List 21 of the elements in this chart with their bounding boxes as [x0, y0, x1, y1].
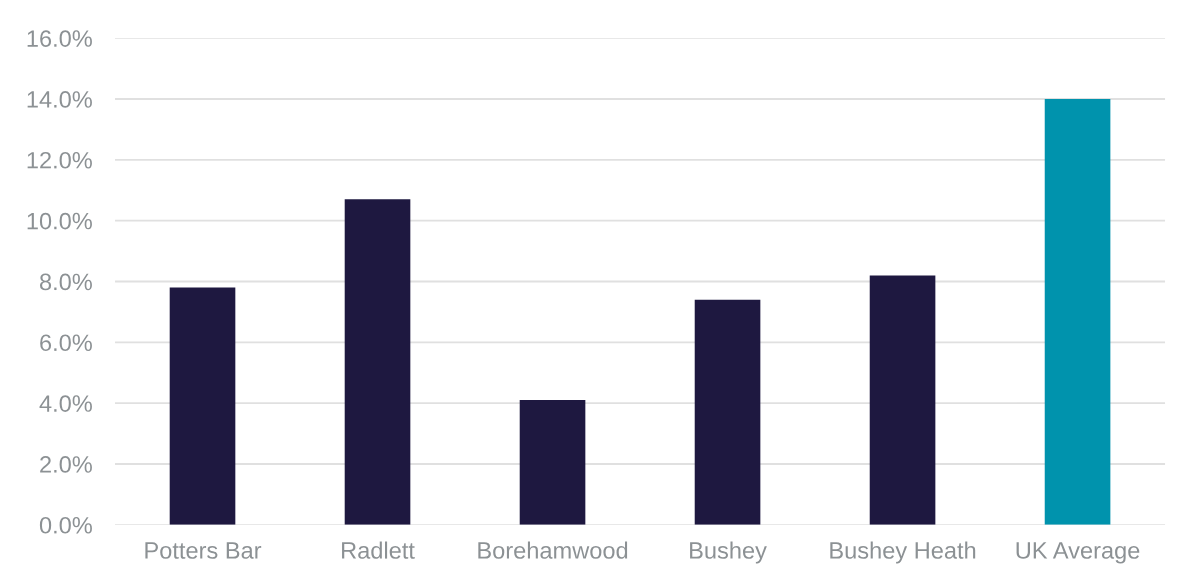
bar [519, 400, 586, 525]
bar [1044, 98, 1111, 525]
bar [694, 299, 761, 525]
x-tick-label: Borehamwood [478, 541, 628, 559]
bar [344, 199, 411, 525]
y-tick-label: 4.0% [39, 395, 92, 412]
x-tick-label: Radlett [342, 541, 415, 559]
y-tick-label: 0.0% [39, 516, 92, 534]
x-tick-label: Bushey Heath [830, 541, 976, 564]
y-tick-label: 6.0% [40, 334, 92, 352]
y-tick-label: 14.0% [27, 91, 92, 108]
y-tick-label: 2.0% [40, 456, 92, 473]
bar [869, 275, 936, 525]
y-tick-label: 10.0% [27, 212, 92, 230]
y-tick-label: 16.0% [27, 30, 92, 47]
x-tick-label: Bushey [690, 541, 767, 564]
y-tick-label: 12.0% [27, 151, 92, 169]
x-tick-label: UK Average [1016, 542, 1140, 564]
bar [169, 287, 236, 525]
y-tick-label: 8.0% [40, 273, 92, 291]
x-tick-label: Potters Bar [145, 542, 262, 559]
